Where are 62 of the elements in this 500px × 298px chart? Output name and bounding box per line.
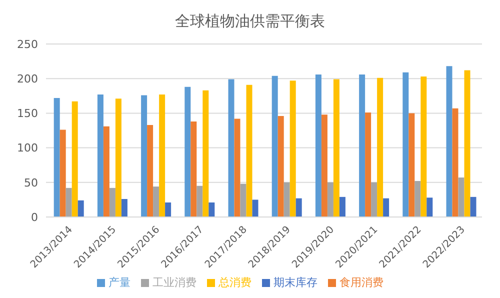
legend-label: 期末库存 <box>274 276 318 289</box>
bar <box>147 124 154 217</box>
legend-label: 食用消费 <box>340 276 384 289</box>
bar <box>159 94 166 217</box>
bar <box>272 76 278 217</box>
bar <box>60 130 66 217</box>
bar <box>165 202 172 217</box>
bar <box>184 86 191 217</box>
bar <box>377 78 384 217</box>
bar <box>54 98 60 217</box>
y-tick-label: 150 <box>17 107 38 120</box>
bar <box>426 198 433 217</box>
bar <box>103 126 110 217</box>
bar <box>339 196 346 217</box>
bar <box>470 196 476 217</box>
bar <box>402 72 409 217</box>
bar <box>464 70 470 217</box>
bar <box>420 76 427 217</box>
y-tick-label: 100 <box>17 142 38 155</box>
y-tick-label: 200 <box>17 72 38 86</box>
bar <box>141 95 148 217</box>
bar <box>97 94 104 217</box>
legend-label: 产量 <box>108 276 130 289</box>
bar <box>278 116 284 217</box>
bar <box>240 184 246 217</box>
bar <box>202 90 209 217</box>
bar <box>190 122 197 217</box>
bar <box>208 202 215 217</box>
bar <box>252 200 258 217</box>
bar <box>228 79 234 217</box>
bar <box>72 101 78 217</box>
y-tick-label: 50 <box>24 176 38 190</box>
bar <box>66 188 72 217</box>
bar <box>284 182 290 217</box>
bar <box>365 112 372 217</box>
bar <box>359 74 366 217</box>
bar <box>115 98 122 217</box>
bar <box>414 181 421 217</box>
bar <box>109 188 116 217</box>
bar <box>383 198 390 217</box>
bar <box>296 198 302 217</box>
y-tick-label: 250 <box>17 38 38 51</box>
bar <box>315 74 322 217</box>
bar <box>246 84 252 217</box>
bar <box>196 186 203 217</box>
legend-label: 工业消费 <box>152 276 196 289</box>
y-tick-label: 0 <box>31 210 38 224</box>
bar <box>78 200 84 217</box>
chart-title: 全球植物油供需平衡表 <box>174 11 326 32</box>
bar <box>327 182 334 217</box>
bar <box>452 108 458 217</box>
bar <box>371 182 378 217</box>
bar <box>446 66 452 217</box>
bar <box>408 113 415 217</box>
bar <box>321 114 328 217</box>
legend-label: 总消费 <box>218 276 252 289</box>
bar <box>121 199 128 217</box>
bar <box>290 80 296 217</box>
bar <box>333 79 340 217</box>
bar <box>458 178 464 217</box>
bar <box>153 186 160 217</box>
bar <box>234 118 240 217</box>
